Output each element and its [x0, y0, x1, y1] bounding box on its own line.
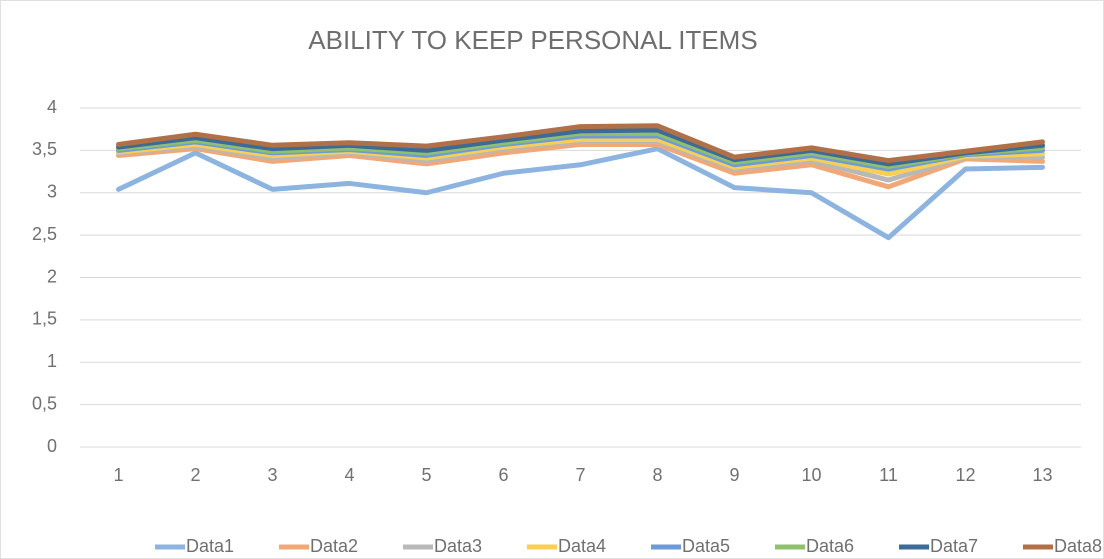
legend-label: Data8 [1054, 536, 1102, 556]
legend-label: Data1 [186, 536, 234, 556]
y-tick-label: 4 [47, 97, 57, 117]
legend-label: Data5 [682, 536, 730, 556]
y-tick-label: 3,5 [32, 139, 57, 159]
x-tick-label: 11 [879, 465, 898, 485]
series-line [116, 146, 1045, 241]
x-tick-label: 5 [421, 465, 431, 485]
series-line [116, 127, 1045, 167]
y-tick-label: 0,5 [32, 393, 57, 413]
y-tick-label: 2 [47, 266, 57, 286]
legend-label: Data6 [806, 536, 854, 556]
x-tick-label: 13 [1032, 465, 1052, 485]
series-line [116, 136, 1045, 177]
y-tick-label: 1,5 [32, 309, 57, 329]
x-tick-label: 9 [729, 465, 739, 485]
legend-label: Data4 [558, 536, 606, 556]
series-line [116, 123, 1045, 164]
y-tick-label: 0 [47, 436, 57, 456]
x-tick-label: 8 [652, 465, 662, 485]
x-tick-label: 12 [955, 465, 975, 485]
y-tick-label: 1 [47, 351, 57, 371]
x-tick-label: 1 [113, 465, 123, 485]
y-tick-label: 3 [47, 182, 57, 202]
legend-label: Data2 [310, 536, 358, 556]
chart-title: ABILITY TO KEEP PERSONAL ITEMS [308, 25, 757, 55]
series-line [116, 130, 1045, 169]
x-tick-label: 2 [190, 465, 200, 485]
x-tick-label: 6 [498, 465, 508, 485]
x-tick-label: 3 [267, 465, 277, 485]
legend-label: Data7 [930, 536, 978, 556]
x-tick-label: 7 [575, 465, 585, 485]
y-tick-label: 2,5 [32, 224, 57, 244]
x-tick-label: 4 [344, 465, 354, 485]
series-line [116, 141, 1045, 190]
legend-label: Data3 [434, 536, 482, 556]
x-tick-label: 10 [801, 465, 821, 485]
